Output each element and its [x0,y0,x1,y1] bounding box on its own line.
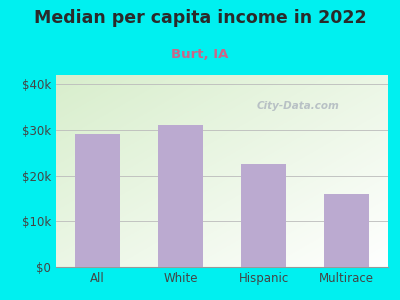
Bar [241,164,286,267]
Text: Burt, IA: Burt, IA [171,48,229,61]
Text: City-Data.com: City-Data.com [257,101,340,111]
Text: Median per capita income in 2022: Median per capita income in 2022 [34,9,366,27]
Bar [158,125,203,267]
Bar [324,194,369,267]
Bar [75,134,120,267]
